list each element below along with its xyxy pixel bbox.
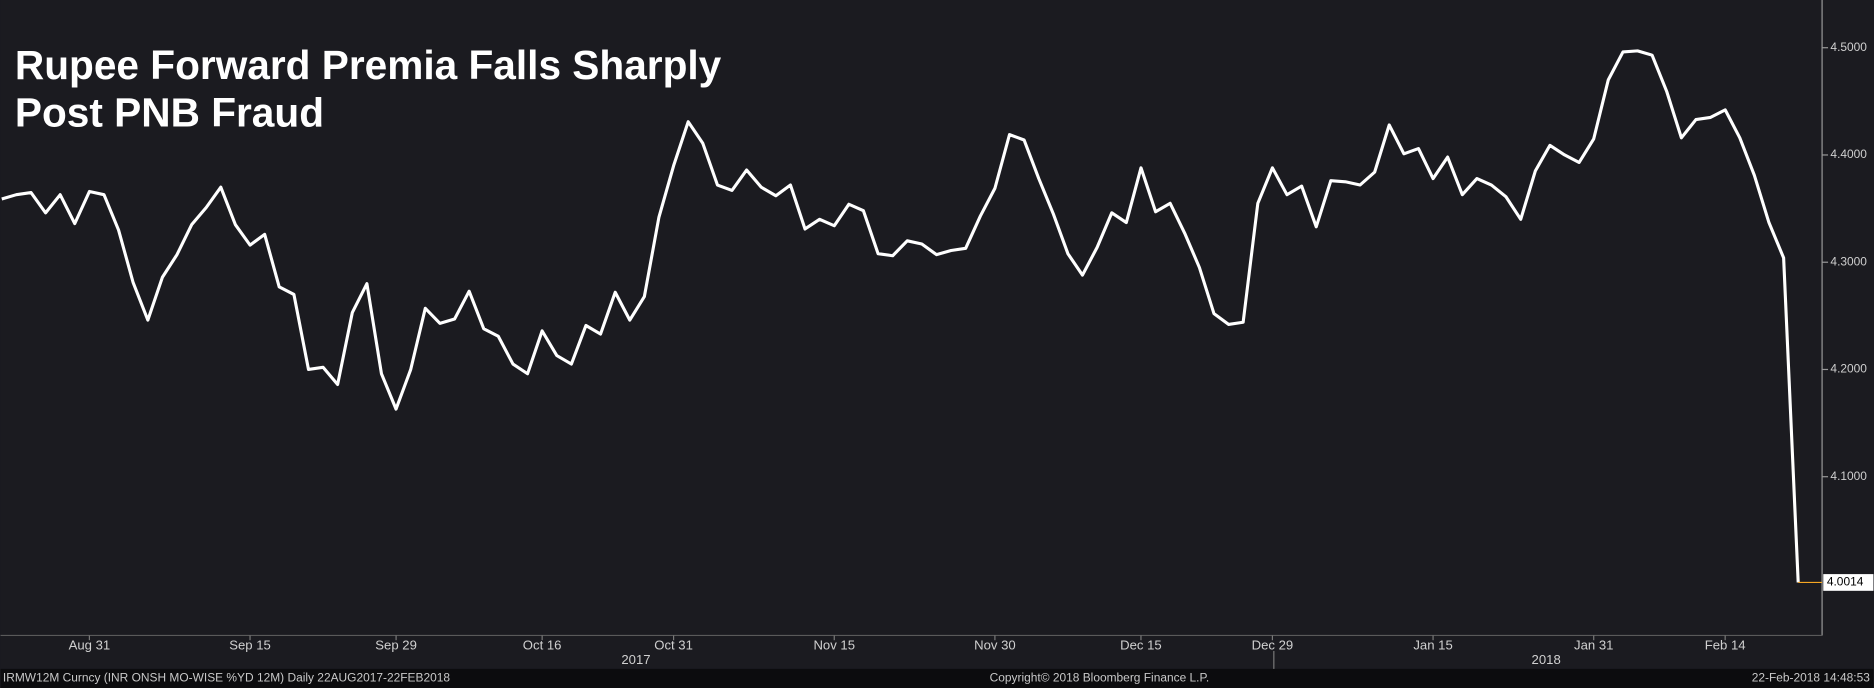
x-tick-label: Jan 31 xyxy=(1574,638,1613,653)
x-group-label: 2017 xyxy=(621,652,650,667)
x-tick-label: Oct 16 xyxy=(523,638,562,653)
last-value-box xyxy=(1823,574,1874,591)
footer-source: IRMW12M Curncy (INR ONSH MO-WISE %YD 12M… xyxy=(3,671,450,685)
y-tick-label: 4.4000 xyxy=(1830,147,1867,161)
x-tick-label: Nov 15 xyxy=(813,638,855,653)
y-tick-label: 4.5000 xyxy=(1830,40,1867,54)
x-tick-label: Dec 15 xyxy=(1120,638,1162,653)
x-tick-label: Jan 15 xyxy=(1413,638,1452,653)
x-tick-label: Nov 30 xyxy=(974,638,1016,653)
x-group-label: 2018 xyxy=(1532,652,1561,667)
chart-title: Rupee Forward Premia Falls Sharply xyxy=(15,42,722,88)
y-tick-label: 4.1000 xyxy=(1830,469,1867,483)
x-tick-label: Aug 31 xyxy=(69,638,111,653)
x-tick-label: Dec 29 xyxy=(1252,638,1294,653)
footer-copyright: Copyright© 2018 Bloomberg Finance L.P. xyxy=(990,671,1210,685)
footer-timestamp: 22-Feb-2018 14:48:53 xyxy=(1752,671,1871,685)
x-tick-label: Sep 29 xyxy=(375,638,417,653)
x-tick-label: Sep 15 xyxy=(229,638,271,653)
x-tick-label: Feb 14 xyxy=(1705,638,1746,653)
last-value-label: 4.0014 xyxy=(1827,575,1864,589)
footer-bar xyxy=(0,668,1874,688)
y-tick-label: 4.3000 xyxy=(1830,254,1867,268)
line xyxy=(1,49,1800,583)
x-tick-label: Oct 31 xyxy=(654,638,693,653)
chart-title: Post PNB Fraud xyxy=(15,90,324,136)
y-tick-label: 4.2000 xyxy=(1830,362,1867,376)
